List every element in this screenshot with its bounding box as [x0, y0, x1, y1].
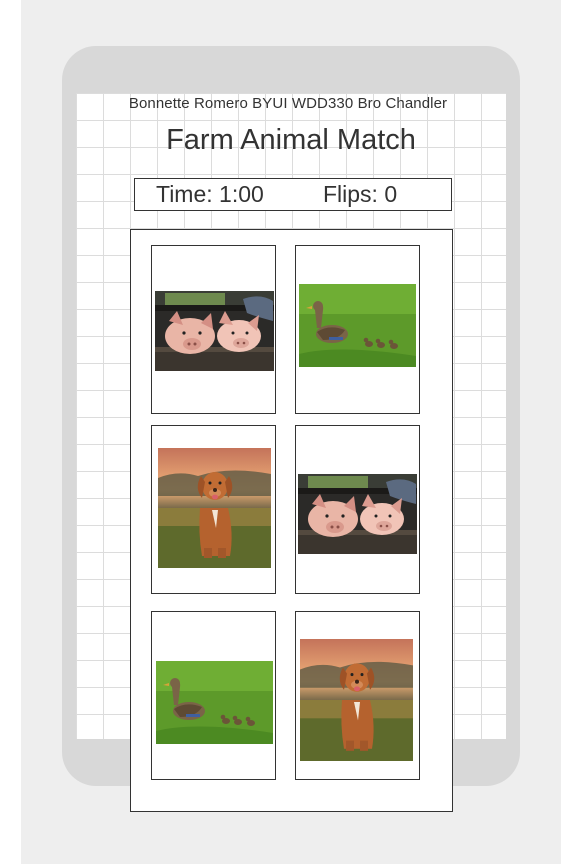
- flips-label: Flips:: [323, 181, 378, 207]
- timer: Time: 1:00: [156, 181, 264, 208]
- duck-image: [299, 284, 416, 367]
- dog-image: [300, 639, 413, 761]
- card-dog[interactable]: [151, 425, 276, 594]
- card-duck[interactable]: [295, 245, 420, 414]
- timer-label: Time:: [156, 181, 213, 207]
- pigs-image: [298, 474, 417, 554]
- card-duck[interactable]: [151, 611, 276, 780]
- page-title: Farm Animal Match: [166, 124, 416, 156]
- flip-counter: Flips: 0: [323, 181, 397, 208]
- author-credit: Bonnette Romero BYUI WDD330 Bro Chandler: [128, 95, 448, 112]
- status-bar: Time: 1:00 Flips: 0: [134, 178, 452, 211]
- card-dog[interactable]: [295, 611, 420, 780]
- dog-image: [158, 448, 271, 568]
- timer-value: 1:00: [219, 181, 264, 207]
- pigs-image: [155, 291, 274, 371]
- flips-value: 0: [384, 181, 398, 207]
- duck-image: [156, 661, 273, 744]
- card-pigs[interactable]: [151, 245, 276, 414]
- card-pigs[interactable]: [295, 425, 420, 594]
